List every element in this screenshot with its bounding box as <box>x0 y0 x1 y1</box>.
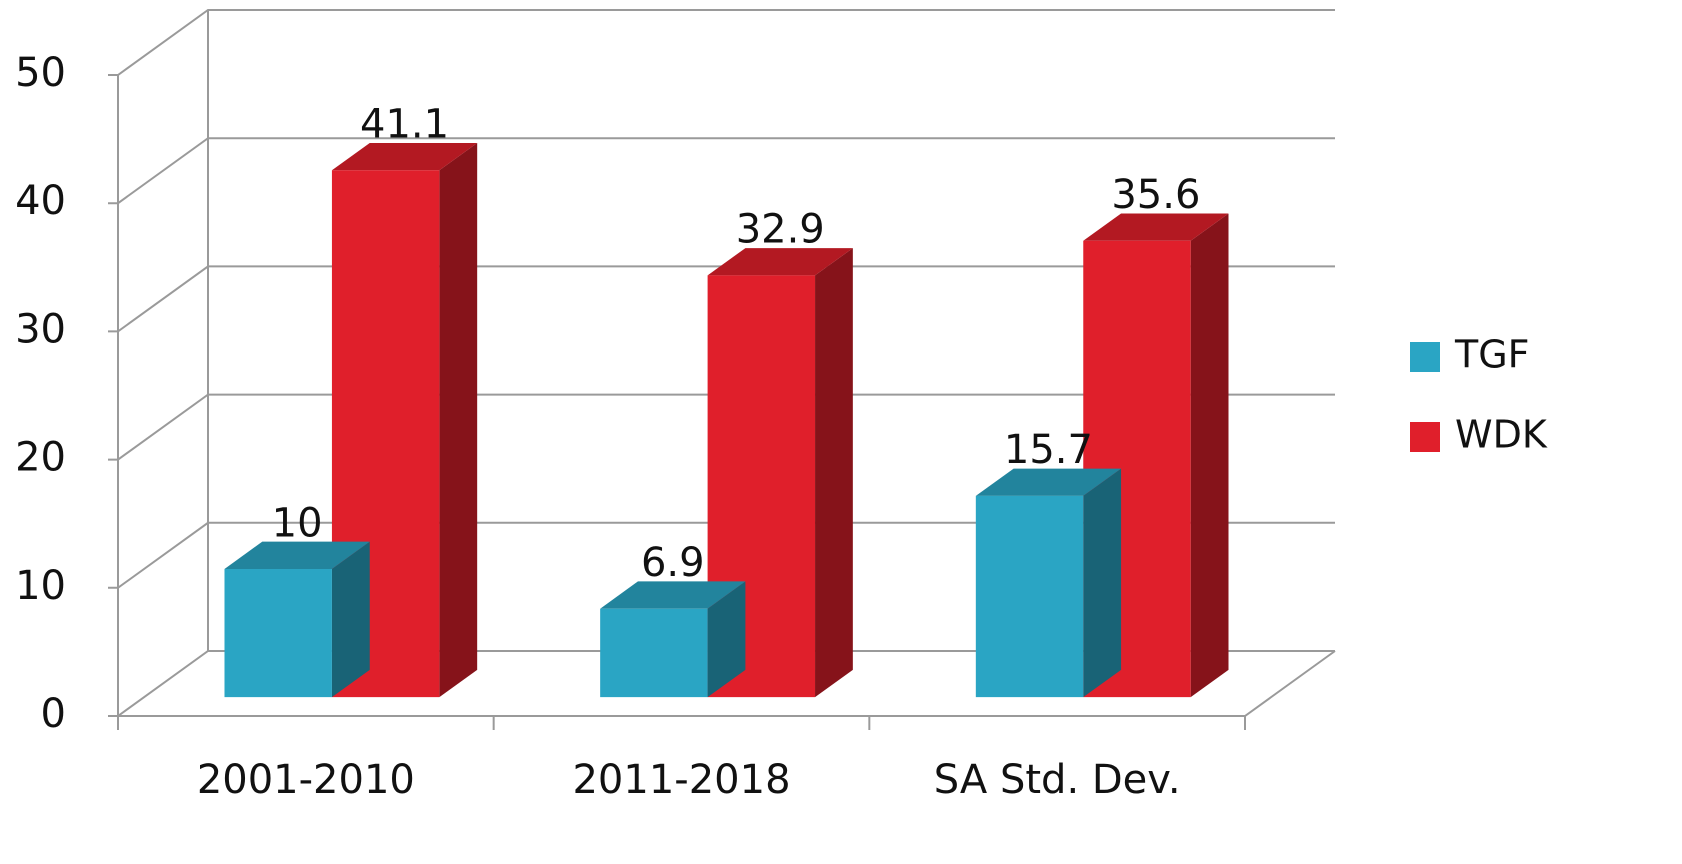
data-label: 10 <box>272 500 323 546</box>
bar-side <box>707 581 746 698</box>
grid-line <box>108 137 1335 205</box>
bar-side <box>439 142 478 698</box>
bar-top <box>224 541 370 569</box>
bar-top <box>975 468 1122 496</box>
y-tick-label: 30 <box>15 306 66 352</box>
bar-top <box>600 581 746 609</box>
bar-side <box>1190 213 1229 698</box>
bar <box>975 468 1122 698</box>
y-tick-label: 20 <box>15 435 66 481</box>
bar <box>224 541 370 698</box>
data-label: 6.9 <box>641 540 705 586</box>
bar-side <box>331 541 370 698</box>
data-label: 15.7 <box>1004 427 1093 473</box>
y-tick-label: 0 <box>41 691 66 737</box>
bar-top <box>331 142 478 171</box>
y-tick-label: 40 <box>15 178 66 224</box>
bar-front <box>975 495 1084 698</box>
bar-side <box>815 248 853 698</box>
legend-swatch <box>1410 342 1440 372</box>
x-tick-label: 2011-2018 <box>572 757 790 803</box>
grid-line <box>108 9 1335 76</box>
y-tick-label: 10 <box>15 563 66 609</box>
bar-side <box>1083 468 1122 698</box>
bar-front <box>600 608 708 698</box>
bar-front <box>224 568 332 698</box>
legend-swatch <box>1410 422 1440 452</box>
legend-label: WDK <box>1455 413 1548 457</box>
data-label: 32.9 <box>736 207 825 253</box>
data-label: 41.1 <box>360 102 449 148</box>
bar-top <box>1083 213 1229 241</box>
x-tick-label: 2001-2010 <box>197 757 415 803</box>
bar-top <box>707 248 853 276</box>
y-tick-label: 50 <box>15 50 66 96</box>
legend-label: TGF <box>1454 333 1530 377</box>
x-tick-label: SA Std. Dev. <box>934 757 1181 803</box>
data-label: 35.6 <box>1111 172 1200 218</box>
bar <box>600 581 746 698</box>
